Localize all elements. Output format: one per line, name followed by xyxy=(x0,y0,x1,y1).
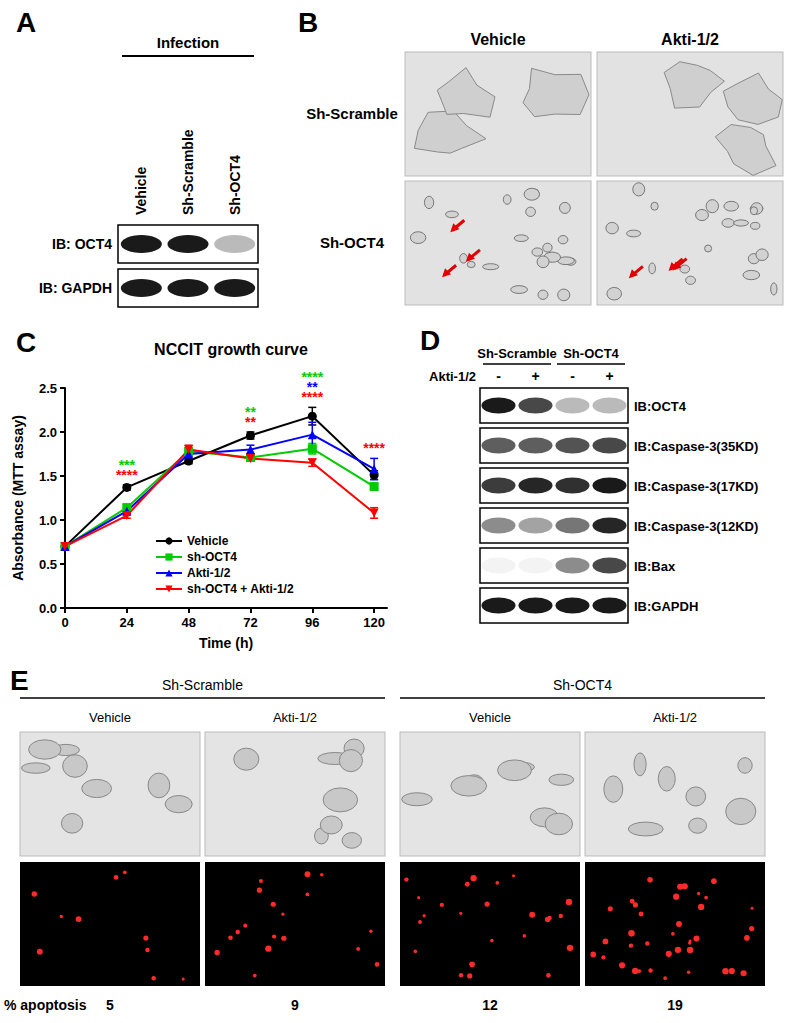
svg-text:IB: GAPDH: IB: GAPDH xyxy=(39,280,112,296)
svg-text:-: - xyxy=(570,368,575,384)
svg-text:A: A xyxy=(16,7,36,38)
svg-text:1.0: 1.0 xyxy=(39,513,57,528)
svg-text:-: - xyxy=(496,368,501,384)
svg-text:0.5: 0.5 xyxy=(39,557,57,572)
svg-text:Sh-OCT4: Sh-OCT4 xyxy=(553,677,612,693)
svg-text:IB:Caspase-3(35KD): IB:Caspase-3(35KD) xyxy=(634,439,758,454)
svg-text:% apoptosis: % apoptosis xyxy=(4,997,87,1013)
svg-text:Vehicle: Vehicle xyxy=(187,534,229,548)
svg-text:2.0: 2.0 xyxy=(39,425,57,440)
svg-text:B: B xyxy=(298,7,318,38)
svg-text:Akti-1/2: Akti-1/2 xyxy=(661,31,719,48)
svg-text:12: 12 xyxy=(482,997,498,1013)
svg-text:D: D xyxy=(420,325,440,356)
svg-text:Sh-OCT4: Sh-OCT4 xyxy=(227,155,243,215)
svg-text:9: 9 xyxy=(291,997,299,1013)
svg-text:IB:GAPDH: IB:GAPDH xyxy=(634,599,698,614)
svg-text:IB:Bax: IB:Bax xyxy=(634,559,676,574)
svg-text:Vehicle: Vehicle xyxy=(469,710,511,725)
svg-text:Vehicle: Vehicle xyxy=(133,167,149,215)
svg-text:IB: OCT4: IB: OCT4 xyxy=(52,236,112,252)
svg-text:Akti-1/2: Akti-1/2 xyxy=(187,566,231,580)
svg-text:IB:Caspase-3(12KD): IB:Caspase-3(12KD) xyxy=(634,519,758,534)
svg-text:E: E xyxy=(10,665,29,696)
svg-text:Vehicle: Vehicle xyxy=(470,31,525,48)
svg-text:2.5: 2.5 xyxy=(39,381,57,396)
svg-text:sh-OCT4 + Akti-1/2: sh-OCT4 + Akti-1/2 xyxy=(187,582,294,596)
svg-text:72: 72 xyxy=(243,615,257,630)
svg-text:IB:Caspase-3(17KD): IB:Caspase-3(17KD) xyxy=(634,479,758,494)
svg-text:Sh-OCT4: Sh-OCT4 xyxy=(563,346,619,361)
svg-text:19: 19 xyxy=(667,997,683,1013)
svg-text:Sh-Scramble: Sh-Scramble xyxy=(477,346,556,361)
svg-text:1.5: 1.5 xyxy=(39,469,57,484)
svg-text:Sh-Scramble: Sh-Scramble xyxy=(180,129,196,215)
svg-text:120: 120 xyxy=(363,615,385,630)
svg-text:IB:OCT4: IB:OCT4 xyxy=(634,399,687,414)
svg-text:24: 24 xyxy=(120,615,135,630)
svg-text:****: **** xyxy=(363,440,385,456)
svg-text:Akti-1/2: Akti-1/2 xyxy=(429,369,476,384)
svg-text:NCCIT growth curve: NCCIT growth curve xyxy=(154,341,308,358)
svg-text:96: 96 xyxy=(305,615,319,630)
svg-text:****: **** xyxy=(301,389,323,405)
svg-text:Sh-Scramble: Sh-Scramble xyxy=(306,105,398,122)
svg-text:Vehicle: Vehicle xyxy=(89,710,131,725)
svg-text:5: 5 xyxy=(106,997,114,1013)
svg-text:Infection: Infection xyxy=(157,34,220,51)
svg-text:0: 0 xyxy=(61,615,68,630)
svg-text:48: 48 xyxy=(181,615,195,630)
svg-text:0.0: 0.0 xyxy=(39,601,57,616)
svg-text:sh-OCT4: sh-OCT4 xyxy=(187,550,237,564)
svg-text:Time (h): Time (h) xyxy=(199,635,253,651)
svg-text:+: + xyxy=(531,368,539,384)
svg-text:Sh-OCT4: Sh-OCT4 xyxy=(320,234,385,251)
svg-text:****: **** xyxy=(116,467,138,483)
svg-text:Akti-1/2: Akti-1/2 xyxy=(273,710,317,725)
svg-text:C: C xyxy=(16,327,36,358)
svg-text:Akti-1/2: Akti-1/2 xyxy=(653,710,697,725)
svg-text:**: ** xyxy=(245,414,256,430)
svg-text:Absorbance (MTT assay): Absorbance (MTT assay) xyxy=(10,415,26,581)
svg-text:+: + xyxy=(605,368,613,384)
svg-text:Sh-Scramble: Sh-Scramble xyxy=(162,677,243,693)
